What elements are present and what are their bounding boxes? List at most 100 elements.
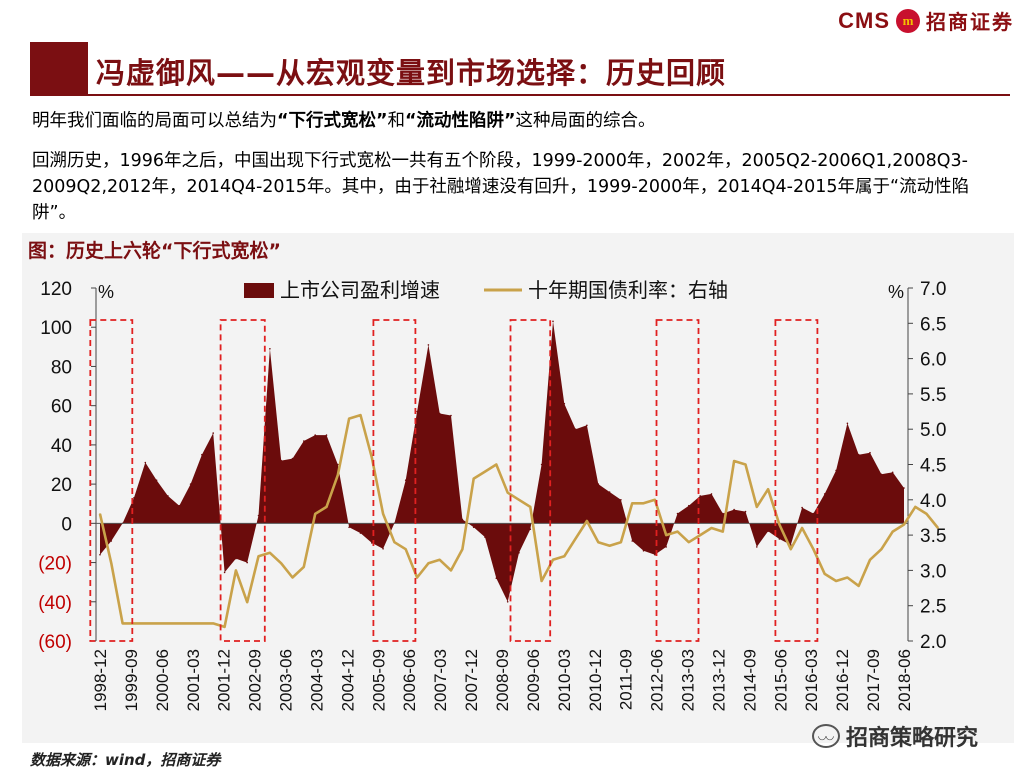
earnings-growth-point	[869, 451, 871, 454]
earnings-growth-point	[246, 561, 248, 564]
earnings-growth-point	[710, 493, 713, 495]
bond-yield-point	[891, 530, 894, 533]
earnings-growth-point	[563, 402, 566, 405]
earnings-growth-point	[676, 512, 679, 515]
title-divider	[30, 94, 1010, 96]
bond-yield-point	[178, 622, 181, 625]
bond-yield-point	[597, 541, 600, 543]
watermark: ◡◡ 招商策略研究	[812, 720, 978, 752]
earnings-growth-point	[642, 550, 645, 552]
earnings-growth-point	[835, 469, 837, 472]
left-tick-label: 120	[40, 279, 72, 300]
bond-yield-point	[450, 569, 452, 572]
x-tick-label: 2013-03	[679, 649, 698, 711]
earnings-growth-point	[314, 434, 317, 436]
earnings-growth-point	[812, 512, 815, 515]
bond-yield-point	[518, 499, 520, 501]
earnings-growth-point	[608, 491, 611, 493]
bond-yield-point	[382, 513, 384, 515]
earnings-growth-point	[416, 410, 418, 413]
earnings-growth-point	[438, 412, 441, 415]
bond-yield-point	[812, 548, 815, 550]
x-tick-label: 2011-09	[617, 649, 636, 710]
right-tick-label: 3.0	[920, 561, 946, 582]
earnings-growth-point	[427, 344, 430, 346]
bond-yield-point	[608, 544, 611, 547]
bond-yield-point	[291, 576, 294, 579]
earnings-growth-point	[823, 493, 826, 495]
bond-yield-point	[733, 460, 735, 462]
bond-yield-point	[393, 541, 396, 543]
x-tick-label: 2004-03	[307, 649, 326, 711]
earnings-growth-point	[574, 428, 577, 430]
earnings-growth-point	[846, 422, 849, 425]
earnings-growth-point	[699, 495, 701, 497]
right-tick-label: 5.5	[920, 385, 946, 406]
p1-text-b: 和	[387, 111, 406, 131]
bond-yield-point	[710, 527, 713, 529]
bond-yield-point	[110, 562, 113, 565]
easing-period-box	[655, 319, 700, 642]
earnings-growth-point	[291, 457, 294, 460]
legend-line-label: 十年期国债利率：右轴	[528, 278, 728, 302]
bond-yield-point	[133, 622, 135, 625]
bond-yield-point	[654, 499, 656, 501]
right-tick-label: 4.5	[920, 456, 946, 477]
bond-yield-point	[937, 527, 939, 529]
earnings-growth-point	[903, 487, 905, 489]
watermark-text: 招商策略研究	[846, 726, 979, 751]
right-tick-label: 6.5	[920, 314, 946, 335]
earnings-growth-point	[99, 553, 101, 556]
earnings-growth-point	[756, 546, 758, 548]
bond-yield-point	[529, 506, 532, 508]
earnings-growth-point	[801, 506, 803, 509]
bond-yield-point	[121, 622, 124, 625]
x-tick-label: 2003-06	[277, 649, 296, 711]
earnings-growth-point	[212, 432, 214, 434]
earnings-growth-point	[201, 453, 203, 456]
earnings-growth-point	[506, 601, 509, 603]
bond-yield-point	[665, 534, 667, 536]
earnings-growth-point	[891, 471, 894, 474]
bond-yield-point	[846, 576, 849, 579]
brand-logo: CMS m 招商证券	[838, 6, 1014, 35]
earnings-growth-point	[631, 540, 633, 542]
earnings-growth-point	[654, 553, 656, 556]
easing-period-box	[774, 319, 819, 642]
easing-period-box	[89, 319, 134, 642]
bond-yield-point	[563, 555, 566, 558]
logo-mark-icon: m	[896, 8, 920, 33]
earnings-growth-point	[325, 434, 328, 436]
x-tick-label: 2014-09	[740, 649, 759, 711]
page-title: 冯虚御风——从宏观变量到市场选择：历史回顾	[96, 56, 727, 90]
bond-yield-point	[540, 580, 543, 582]
x-tick-label: 2007-03	[431, 649, 450, 711]
x-tick-label: 1998-12	[91, 649, 110, 711]
bond-yield-point	[835, 580, 837, 582]
earnings-growth-point	[144, 461, 147, 464]
left-tick-label: 40	[51, 436, 72, 457]
earnings-growth-point	[178, 504, 181, 507]
left-tick-label: 60	[51, 397, 72, 418]
right-tick-label: 2.0	[920, 632, 946, 653]
bond-yield-point	[201, 622, 203, 625]
right-tick-label: 2.5	[920, 597, 946, 618]
left-tick-label: 80	[51, 357, 72, 378]
bond-yield-point	[823, 573, 826, 575]
x-tick-label: 1999-09	[122, 649, 141, 711]
earnings-growth-point	[857, 453, 860, 456]
bond-yield-point	[699, 534, 701, 536]
earnings-growth-point	[767, 530, 769, 532]
figure-label: 图：历史上六轮“下行式宽松”	[28, 240, 281, 262]
left-tick-label: (20)	[38, 554, 72, 575]
bond-yield-point	[269, 552, 271, 554]
legend-area-label: 上市公司盈利增速	[280, 278, 440, 302]
bond-yield-point	[246, 601, 248, 603]
x-tick-label: 2007-12	[462, 649, 481, 711]
bond-yield-point	[925, 513, 928, 515]
x-tick-label: 2016-12	[833, 649, 852, 711]
x-tick-label: 2001-03	[184, 649, 203, 711]
x-tick-label: 2005-09	[369, 649, 388, 711]
bond-yield-point	[348, 417, 350, 420]
bond-yield-point	[801, 527, 803, 529]
